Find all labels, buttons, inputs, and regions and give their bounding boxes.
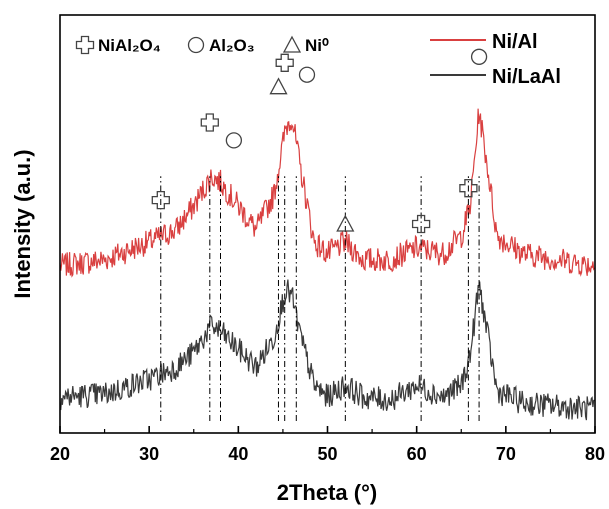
x-tick-label: 20 — [50, 444, 70, 464]
legend-label-ni-al: Ni/Al — [492, 31, 538, 53]
circle-marker-icon — [225, 132, 243, 149]
cross-marker-icon — [151, 190, 170, 210]
x-tick-label: 30 — [139, 444, 159, 464]
phase-markers — [151, 48, 488, 234]
legend-cross-icon — [75, 35, 95, 55]
series-legend: Ni/Al Ni/LaAl — [430, 31, 561, 88]
cross-marker-icon — [411, 214, 431, 234]
cross-marker-icon — [200, 113, 219, 132]
x-tick-label: 70 — [496, 444, 516, 464]
plot-lines — [59, 108, 595, 421]
phase-legend: NiAl₂O₄ Al₂O₃ Ni⁰ — [75, 35, 329, 55]
reference-lines — [160, 176, 480, 422]
legend-label-ni-laal: Ni/LaAl — [492, 66, 561, 88]
circle-marker-icon — [298, 66, 316, 83]
x-tick-label: 60 — [407, 444, 427, 464]
triangle-marker-icon — [269, 77, 288, 95]
x-tick-label: 80 — [585, 444, 605, 464]
x-tick-label: 50 — [317, 444, 337, 464]
phase-legend-label: Al₂O₃ — [209, 36, 255, 55]
phase-legend-label: NiAl₂O₄ — [98, 36, 161, 55]
series-line-ni-laal — [59, 279, 595, 421]
legend-circle-icon — [187, 36, 205, 54]
x-axis-ticks: 20 30 40 50 60 70 80 — [50, 426, 605, 464]
series-line-ni-al — [59, 108, 595, 278]
legend-triangle-icon — [282, 35, 302, 53]
cross-marker-icon — [459, 179, 478, 198]
circle-marker-icon — [470, 48, 488, 65]
triangle-marker-icon — [336, 214, 355, 232]
cross-marker-icon — [275, 53, 294, 72]
y-axis-title: Intensity (a.u.) — [10, 149, 35, 298]
x-tick-label: 40 — [228, 444, 248, 464]
phase-legend-label: Ni⁰ — [305, 36, 329, 55]
x-axis-title: 2Theta (°) — [277, 480, 377, 505]
